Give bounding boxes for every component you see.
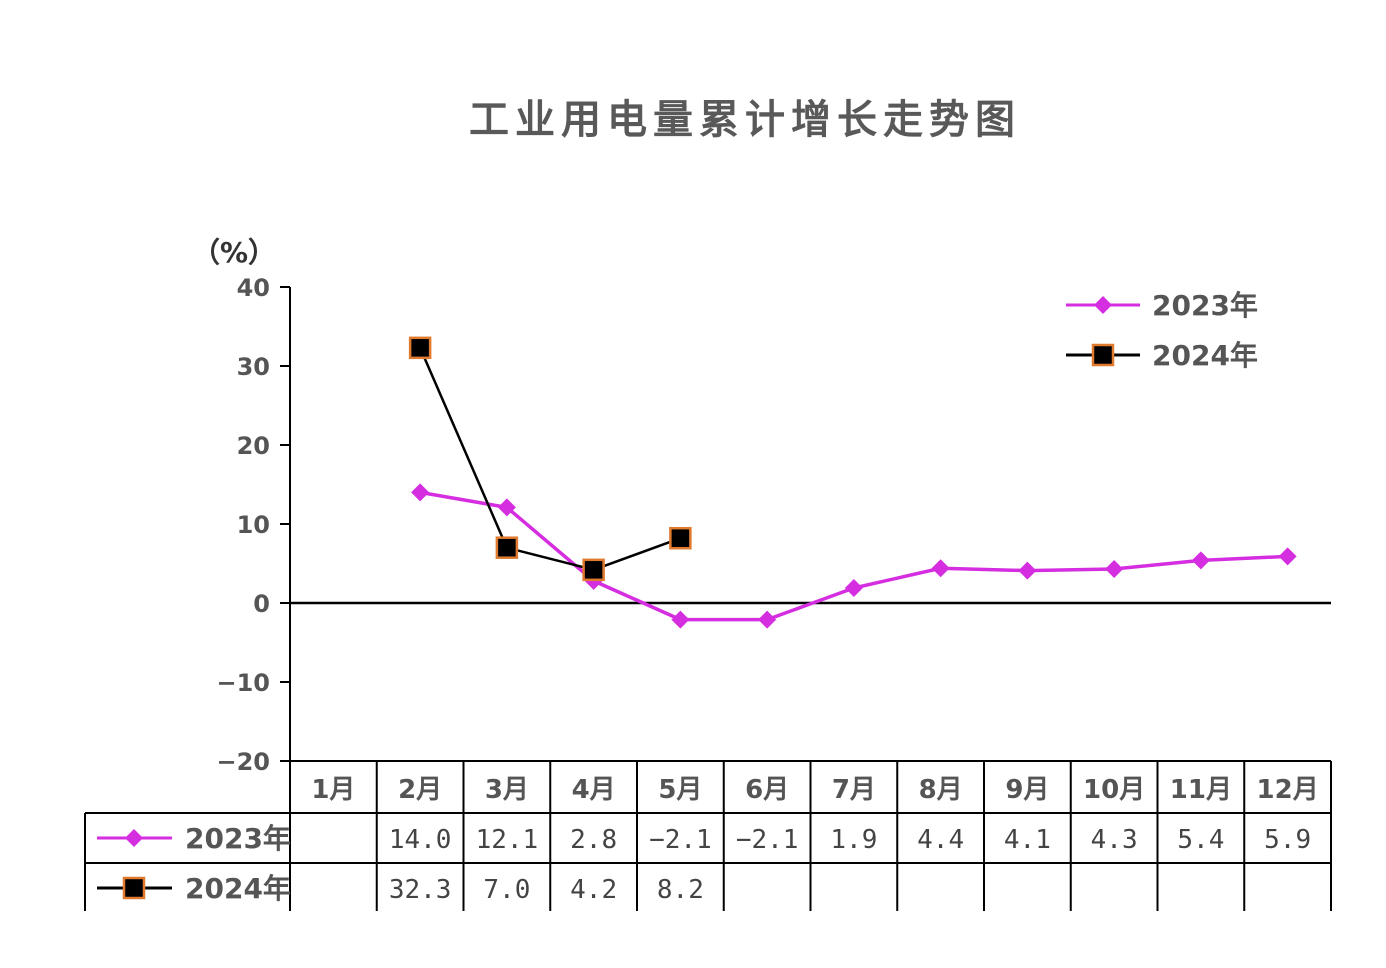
data-point	[582, 558, 605, 582]
legend-marker	[1094, 296, 1112, 314]
data-label: 4.3	[1091, 825, 1138, 855]
x-tick-label: 2月	[398, 775, 442, 805]
legend-label: 2023年	[1152, 289, 1258, 322]
data-label: 4.4	[917, 825, 964, 855]
data-point	[1105, 560, 1124, 579]
data-label: 32.3	[389, 875, 452, 905]
y-tick-label: −20	[216, 748, 270, 776]
data-point	[408, 336, 432, 360]
data-label: −2.1	[736, 825, 799, 855]
data-label: −2.1	[649, 825, 712, 855]
legend-marker	[1091, 343, 1115, 367]
data-label: 8.2	[657, 875, 704, 905]
x-tick-label: 9月	[1005, 775, 1049, 805]
y-axis-unit-label: （%）	[192, 236, 276, 269]
row-label: 2024年	[185, 872, 291, 905]
x-tick-label: 8月	[919, 775, 963, 805]
data-point	[411, 483, 430, 502]
data-point	[497, 498, 516, 517]
x-tick-label: 11月	[1170, 775, 1232, 805]
x-tick-label: 3月	[485, 775, 529, 805]
data-point	[671, 610, 690, 629]
data-point	[1018, 561, 1037, 580]
data-label: 5.4	[1177, 825, 1224, 855]
data-point	[844, 578, 863, 597]
row-legend-marker	[122, 876, 146, 900]
data-label: 4.1	[1004, 825, 1051, 855]
x-tick-label: 12月	[1257, 775, 1319, 805]
x-tick-label: 6月	[745, 775, 789, 805]
data-label: 4.2	[570, 875, 617, 905]
legend: 2023年 2024年	[1066, 289, 1258, 372]
x-tick-label: 7月	[832, 775, 876, 805]
chart-title: 工业用电量累计增长走势图	[469, 97, 1021, 143]
data-label: 7.0	[483, 875, 530, 905]
row-legend-marker	[125, 829, 143, 847]
data-label: 1.9	[830, 825, 877, 855]
x-tick-label: 5月	[658, 775, 702, 805]
data-point	[1278, 547, 1297, 566]
data-point	[495, 536, 519, 559]
data-label: 5.9	[1264, 825, 1311, 855]
data-point	[669, 526, 692, 550]
series-line	[418, 347, 681, 572]
series-line	[419, 490, 1288, 622]
y-tick-label: 40	[237, 274, 270, 302]
series-lines	[418, 347, 1288, 622]
data-label: 14.0	[389, 825, 452, 855]
y-tick-label: −10	[216, 669, 270, 697]
data-point	[931, 559, 950, 578]
x-tick-label: 1月	[311, 775, 355, 805]
data-point	[758, 610, 777, 629]
x-tick-label: 10月	[1083, 775, 1145, 805]
y-tick-label: 10	[237, 511, 270, 539]
data-table: 1月 2月 3月 4月 5月 6月 7月 8月 9月 10月 11月 12月 2023年 14.0 12.1…	[84, 760, 1332, 911]
row-label: 2023年	[185, 822, 291, 855]
data-label: 2.8	[570, 825, 617, 855]
legend-label: 2024年	[1152, 339, 1258, 372]
series-markers	[408, 336, 1297, 629]
y-tick-label: 20	[237, 432, 270, 460]
y-tick-label: 30	[237, 353, 270, 381]
x-tick-label: 4月	[572, 775, 616, 805]
data-label: 12.1	[476, 825, 539, 855]
data-point	[1191, 551, 1210, 570]
y-tick-label: 0	[253, 590, 270, 618]
